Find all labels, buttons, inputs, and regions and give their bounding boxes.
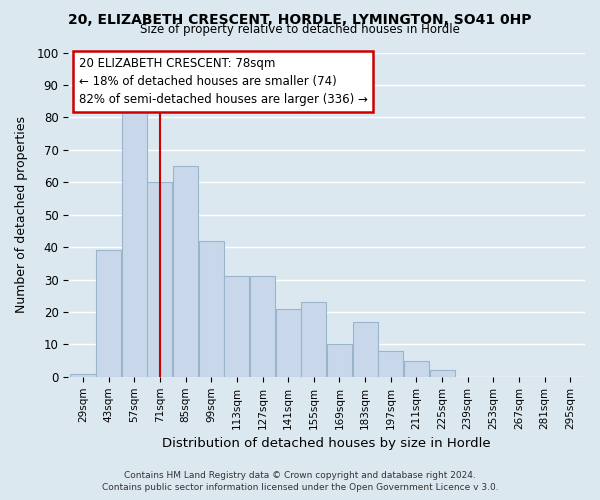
- Bar: [353, 322, 377, 377]
- Text: Size of property relative to detached houses in Hordle: Size of property relative to detached ho…: [140, 22, 460, 36]
- Text: 20 ELIZABETH CRESCENT: 78sqm
← 18% of detached houses are smaller (74)
82% of se: 20 ELIZABETH CRESCENT: 78sqm ← 18% of de…: [79, 58, 368, 106]
- Text: 20, ELIZABETH CRESCENT, HORDLE, LYMINGTON, SO41 0HP: 20, ELIZABETH CRESCENT, HORDLE, LYMINGTO…: [68, 12, 532, 26]
- Bar: [122, 111, 147, 377]
- Bar: [96, 250, 121, 377]
- Bar: [173, 166, 198, 377]
- Text: Contains HM Land Registry data © Crown copyright and database right 2024.
Contai: Contains HM Land Registry data © Crown c…: [101, 471, 499, 492]
- Bar: [430, 370, 455, 377]
- Bar: [250, 276, 275, 377]
- Bar: [70, 374, 95, 377]
- Bar: [327, 344, 352, 377]
- Bar: [148, 182, 172, 377]
- Y-axis label: Number of detached properties: Number of detached properties: [15, 116, 28, 313]
- Bar: [378, 351, 403, 377]
- X-axis label: Distribution of detached houses by size in Hordle: Distribution of detached houses by size …: [163, 437, 491, 450]
- Bar: [275, 308, 301, 377]
- Bar: [404, 360, 429, 377]
- Bar: [301, 302, 326, 377]
- Bar: [224, 276, 250, 377]
- Bar: [199, 240, 224, 377]
